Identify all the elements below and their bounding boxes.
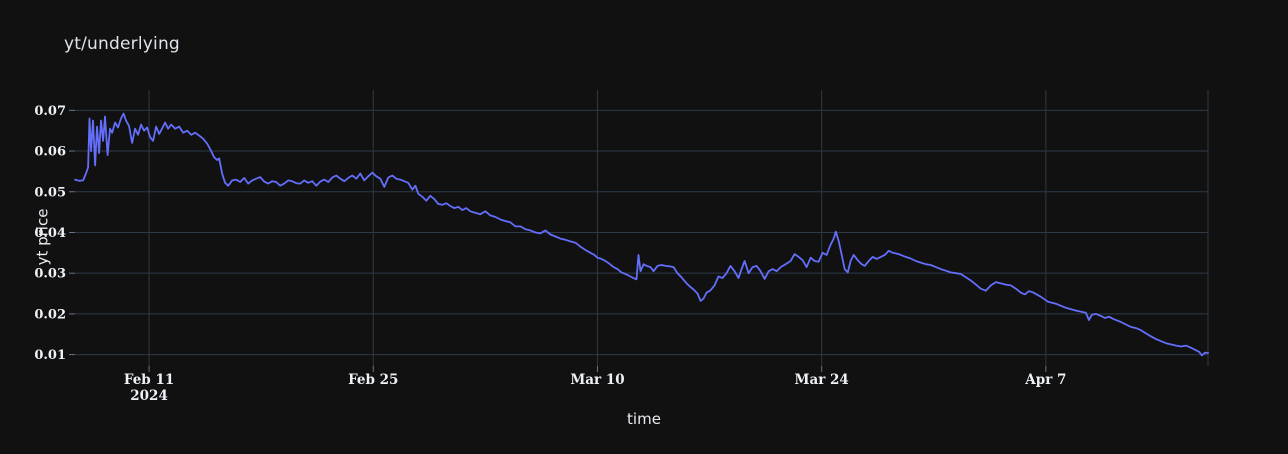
y-tick-label: 0.06 (34, 145, 66, 160)
x-tick-label: Feb 11 (124, 372, 174, 388)
x-tick-label: Feb 25 (348, 372, 398, 388)
x-tick-label: Mar 10 (570, 372, 624, 388)
x-tick-label: Apr 7 (1024, 372, 1066, 388)
x-tick-sublabel: 2024 (130, 388, 168, 404)
y-axis-title: yt price (33, 208, 52, 266)
y-tick-label: 0.01 (34, 348, 66, 363)
x-axis-title-text: time (627, 410, 661, 428)
x-axis-title: time (0, 410, 1288, 428)
y-tick-label: 0.02 (34, 307, 66, 322)
chart-title: yt/underlying (64, 34, 180, 54)
series-line-yt-underlying[interactable] (74, 112, 1209, 357)
y-tick-label: 0.05 (34, 185, 66, 200)
y-tick-label: 0.04 (34, 226, 66, 241)
y-tick-label: 0.07 (34, 104, 66, 119)
x-tick-label: Mar 24 (795, 372, 849, 388)
y-tick-label: 0.03 (34, 267, 66, 282)
